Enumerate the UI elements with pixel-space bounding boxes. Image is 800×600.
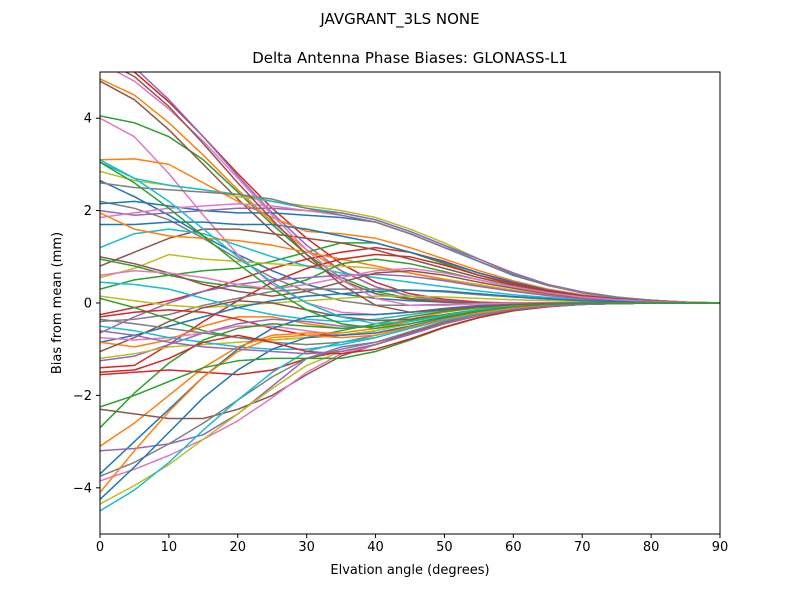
chart-title: Delta Antenna Phase Biases: GLONASS-L1 (252, 49, 568, 67)
y-tick-label: 4 (84, 112, 92, 127)
x-tick-label: 60 (505, 540, 522, 555)
x-tick-label: 30 (298, 540, 315, 555)
series-line-54 (100, 302, 720, 374)
x-tick-label: 10 (161, 540, 178, 555)
series-line-20 (100, 228, 720, 304)
y-tick-label: 2 (84, 204, 92, 219)
y-tick-label: −2 (73, 389, 92, 404)
series-line-31 (100, 289, 720, 344)
series-line-17 (100, 202, 720, 304)
x-tick-label: 90 (712, 540, 729, 555)
series-layer (100, 72, 720, 512)
series-line-18 (100, 182, 720, 304)
series-line-7 (100, 117, 720, 316)
figure-suptitle: JAVGRANT_3LS NONE (319, 10, 479, 29)
series-line-59 (100, 161, 720, 330)
series-line-1 (100, 179, 720, 304)
series-line-4 (132, 72, 720, 304)
x-tick-label: 80 (643, 540, 660, 555)
x-tick-label: 40 (367, 540, 384, 555)
x-axis-ticks: 0 10 20 30 40 50 60 70 80 90 (96, 534, 728, 555)
series-line-5 (138, 72, 720, 304)
x-tick-label: 0 (96, 540, 104, 555)
y-tick-label: −4 (73, 481, 92, 496)
y-tick-label: 0 (84, 297, 92, 312)
x-tick-label: 70 (574, 540, 591, 555)
series-line-16 (100, 228, 720, 304)
x-tick-label: 50 (436, 540, 453, 555)
y-axis-ticks: −4 −2 0 2 4 (73, 112, 100, 496)
x-axis-label: Elvation angle (degrees) (330, 563, 489, 578)
y-axis-label: Bias from mean (mm) (50, 232, 65, 374)
series-line-58 (124, 72, 720, 313)
series-line-27 (100, 267, 720, 304)
x-tick-label: 20 (230, 540, 247, 555)
